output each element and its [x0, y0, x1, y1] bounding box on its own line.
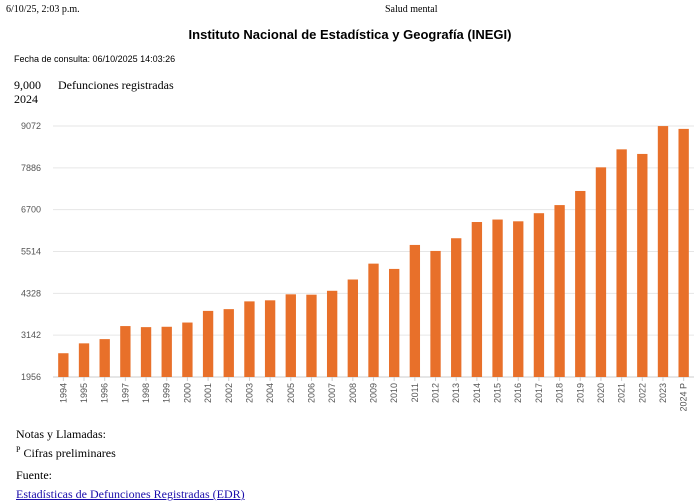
bar[interactable] [513, 221, 524, 377]
bar[interactable] [575, 190, 586, 377]
bar[interactable] [140, 327, 152, 377]
x-tick-label: 2024 P [679, 383, 689, 412]
headline-value: 9,000 [14, 78, 41, 92]
bars [58, 126, 689, 377]
x-tick-label: 2023 [658, 383, 668, 403]
x-tick-label: 2000 [182, 383, 192, 403]
bar[interactable] [430, 250, 441, 377]
bar[interactable] [533, 213, 545, 377]
x-tick-label: 2003 [244, 383, 254, 403]
consult-date: Fecha de consulta: 06/10/2025 14:03:26 [14, 54, 176, 64]
source-link[interactable]: Estadísticas de Defunciones Registradas … [16, 487, 245, 501]
bar[interactable] [244, 301, 255, 377]
bar[interactable] [78, 343, 90, 377]
bar[interactable] [368, 263, 379, 377]
print-date: 6/10/25, 2:03 p.m. [6, 4, 80, 15]
bar[interactable] [451, 238, 462, 377]
x-tick-label: 1996 [100, 383, 110, 403]
x-tick-label: 2001 [203, 383, 213, 403]
x-tick-label: 2012 [431, 383, 441, 403]
x-tick-label: 2020 [596, 383, 606, 403]
x-tick-label: 1995 [79, 383, 89, 403]
y-tick-label: 1956 [21, 372, 41, 382]
bar[interactable] [326, 290, 338, 377]
x-tick-label: 2010 [389, 383, 399, 403]
bar[interactable] [182, 322, 193, 377]
x-axis-ticks: 1994 1995 1996 1997 1998 1999 2000 2001 2002 2003… [58, 377, 689, 412]
preliminary-marker: P [16, 445, 21, 454]
bar[interactable] [471, 222, 483, 377]
notes-title: Notas y Llamadas: [16, 427, 106, 441]
x-tick-label: 2019 [575, 383, 585, 403]
print-page-title: Salud mental [385, 4, 438, 15]
bar[interactable] [202, 310, 214, 377]
bar[interactable] [554, 205, 565, 377]
x-tick-label: 2021 [617, 383, 627, 403]
x-tick-label: 1999 [162, 383, 172, 403]
bar[interactable] [678, 128, 689, 377]
bar[interactable] [347, 279, 358, 377]
x-tick-label: 2006 [306, 383, 316, 403]
x-tick-label: 2007 [327, 383, 337, 403]
bar[interactable] [99, 339, 110, 377]
x-tick-label: 2011 [410, 383, 420, 402]
bar[interactable] [492, 219, 503, 377]
x-tick-label: 2015 [493, 383, 503, 403]
notes-text: Cifras preliminares [20, 446, 116, 460]
bar[interactable] [306, 294, 317, 377]
bar[interactable] [264, 300, 276, 377]
source-title: Fuente: [16, 468, 52, 482]
bar[interactable] [409, 244, 421, 377]
bar[interactable] [637, 153, 648, 377]
x-tick-label: 2018 [555, 383, 565, 403]
x-tick-label: 2005 [286, 383, 296, 403]
bar[interactable] [616, 149, 627, 377]
x-tick-label: 2014 [472, 383, 482, 403]
x-tick-label: 2016 [513, 383, 523, 403]
notes-item: P Cifras preliminares [16, 445, 116, 461]
bar[interactable] [58, 353, 69, 377]
x-tick-label: 2008 [348, 383, 358, 403]
bar[interactable] [161, 326, 172, 377]
y-axis-ticks: 1956 3142 4328 5514 6700 7886 9072 [21, 121, 41, 382]
x-tick-label: 2009 [369, 383, 379, 403]
x-tick-label: 1998 [141, 383, 151, 403]
y-tick-label: 9072 [21, 121, 41, 131]
headline-label: Defunciones registradas [58, 78, 174, 92]
x-tick-label: 2022 [637, 383, 647, 403]
y-tick-label: 4328 [21, 288, 41, 298]
x-tick-label: 2004 [265, 383, 275, 403]
x-tick-label: 2017 [534, 383, 544, 403]
bar[interactable] [285, 294, 296, 377]
x-tick-label: 1994 [58, 383, 68, 403]
bar[interactable] [389, 268, 400, 377]
y-tick-label: 3142 [21, 330, 41, 340]
bar[interactable] [120, 326, 131, 377]
bar[interactable] [657, 126, 669, 377]
y-tick-label: 6700 [21, 205, 41, 215]
report-title: Instituto Nacional de Estadística y Geog… [188, 27, 512, 42]
x-tick-label: 2002 [224, 383, 234, 403]
y-tick-label: 7886 [21, 163, 41, 173]
y-tick-label: 5514 [21, 247, 41, 257]
headline-year: 2024 [14, 92, 38, 106]
bar[interactable] [223, 309, 234, 377]
bar[interactable] [595, 167, 607, 377]
x-tick-label: 2013 [451, 383, 461, 403]
x-tick-label: 1997 [120, 383, 130, 403]
